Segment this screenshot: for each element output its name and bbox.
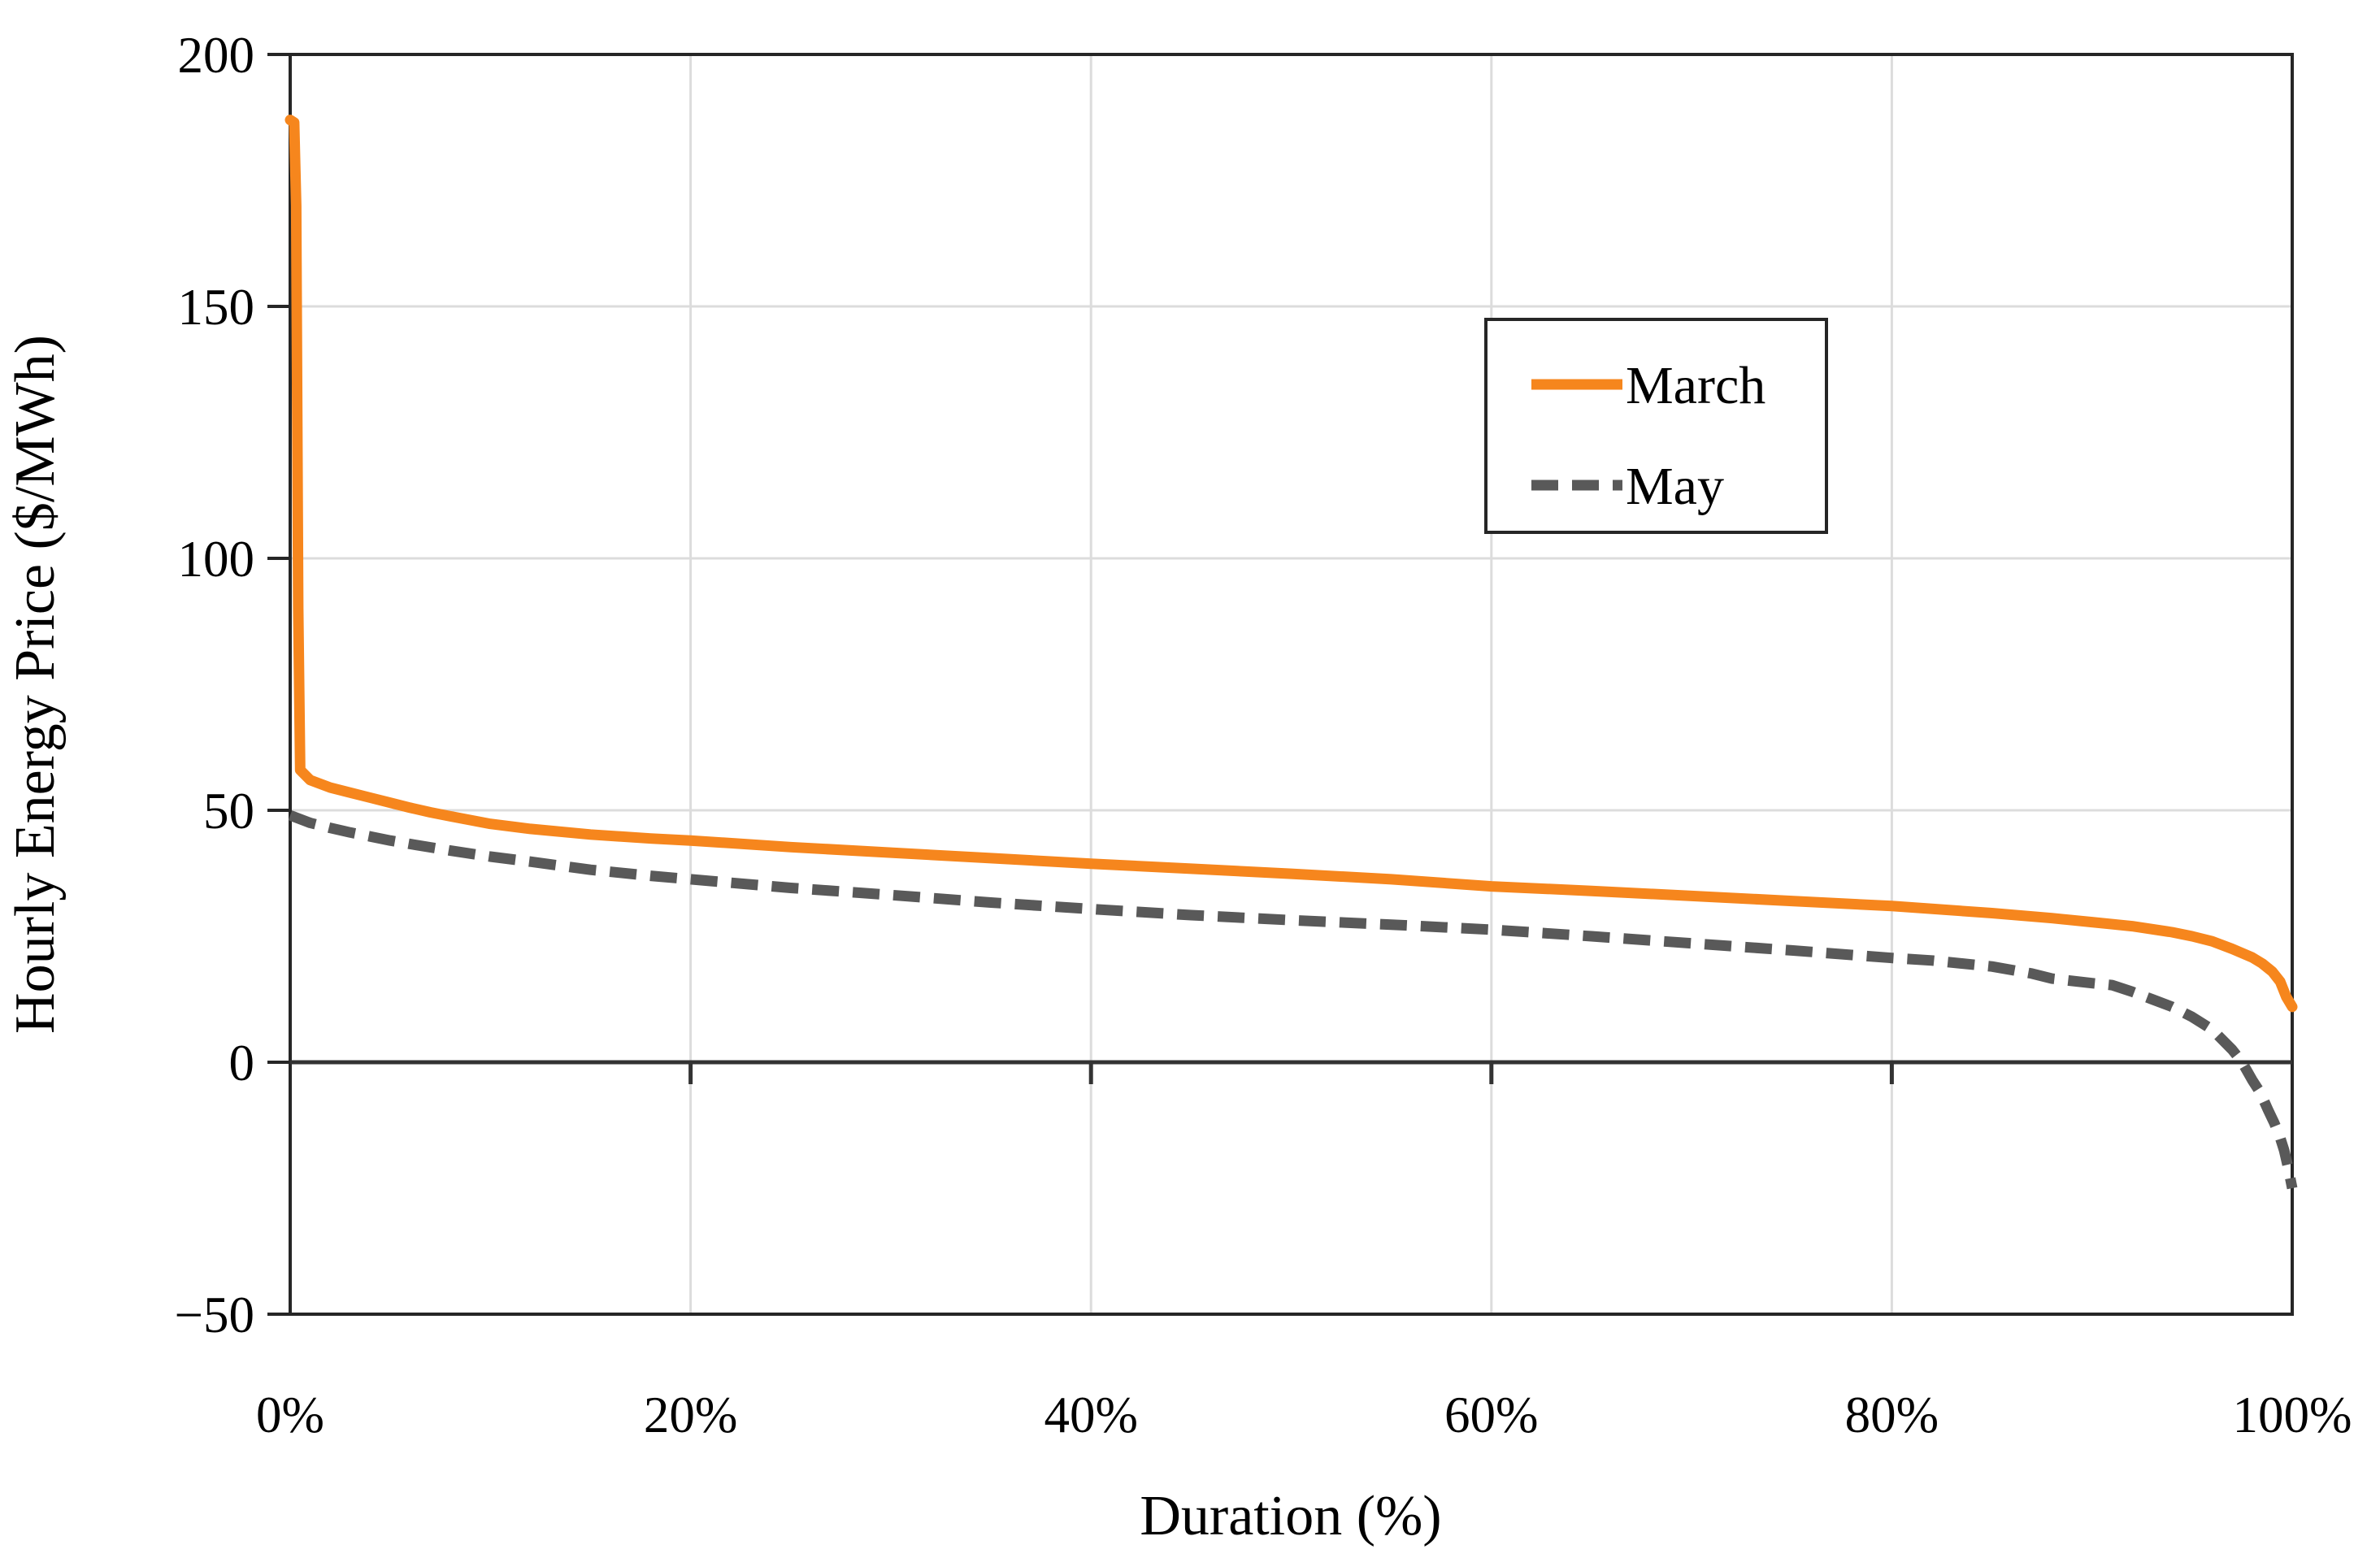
- legend-box: [1484, 318, 1828, 534]
- y-tick-label: −50: [174, 1287, 254, 1343]
- x-tick-label: 40%: [1044, 1387, 1137, 1443]
- plot-frame: [289, 53, 2294, 1316]
- data-series: [284, 115, 2298, 1190]
- gridlines: [290, 54, 2292, 1314]
- may-series-line: [288, 810, 2298, 1190]
- legend-label-may: May: [1626, 457, 1724, 516]
- legend: March May: [1484, 318, 1828, 534]
- x-tick-label: 0%: [256, 1387, 324, 1443]
- x-tick-label: 60%: [1444, 1387, 1538, 1443]
- legend-label-march: March: [1626, 356, 1765, 415]
- y-tick-label: 200: [178, 27, 255, 84]
- x-tick-label: 80%: [1845, 1387, 1939, 1443]
- y-tick-label: 50: [203, 783, 254, 840]
- x-tick-label: 100%: [2233, 1387, 2352, 1443]
- axes-and-ticks: 200 150 100 50 0 −500% 20% 40% 60% 80% 100%: [174, 27, 2352, 1443]
- y-tick-label: 150: [178, 279, 255, 336]
- plot-border: [289, 53, 2294, 1316]
- y-axis-title: Hourly Energy Price ($/MWh): [4, 335, 67, 1034]
- x-tick-label: 20%: [644, 1387, 737, 1443]
- x-axis-title: Duration (%): [1140, 1485, 1441, 1547]
- y-tick-label: 100: [178, 531, 255, 588]
- y-tick-label: 0: [229, 1035, 255, 1091]
- march-series-line: [284, 115, 2298, 1013]
